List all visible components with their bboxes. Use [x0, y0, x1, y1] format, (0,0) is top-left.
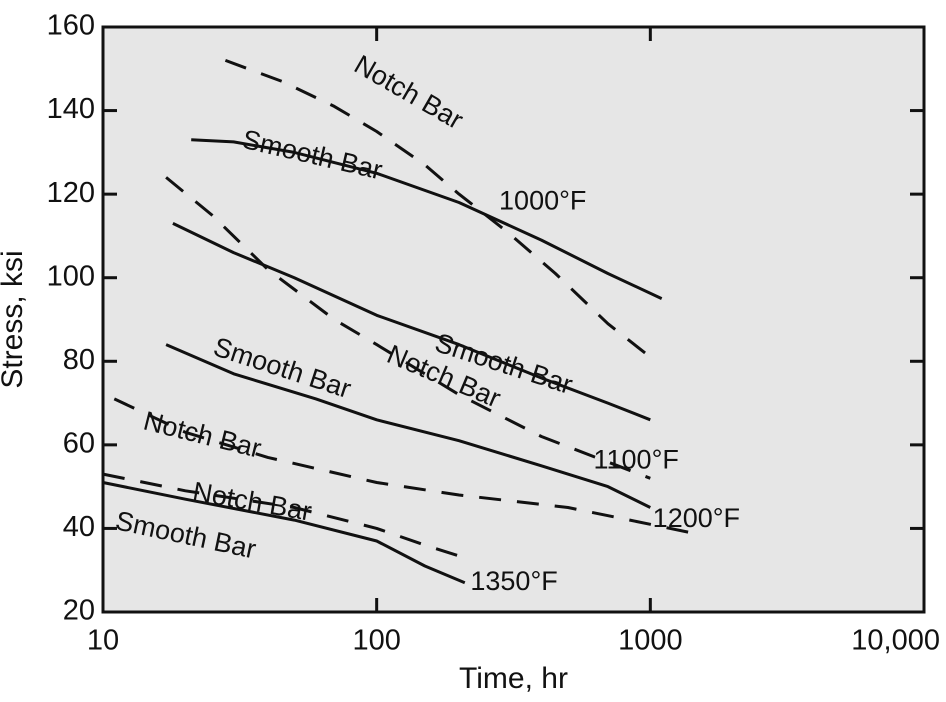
temperature-label: 1200°F — [653, 503, 740, 533]
y-tick-label: 160 — [47, 10, 95, 42]
tick-layer: 20 40 60 80 100 120 140 160 10 100 1000 10,000 — [47, 10, 940, 657]
y-tick-label: 40 — [63, 511, 95, 543]
plot-area — [103, 27, 924, 612]
x-tick-label: 10,000 — [851, 625, 940, 657]
y-tick-label: 60 — [63, 428, 95, 460]
y-tick-label: 80 — [63, 344, 95, 376]
series-line-1200-notch-barf — [113, 397, 691, 535]
series-line-1100-smooth-barf — [172, 222, 651, 422]
x-axis-title: Time, hr — [459, 662, 568, 695]
x-tick-label: 1000 — [618, 625, 683, 657]
y-tick-label: 120 — [47, 177, 95, 209]
temperature-label: 1100°F — [594, 445, 679, 475]
series-line-1350-notch-barf — [102, 472, 466, 560]
y-axis-title: Stress, ksi — [0, 250, 29, 388]
temperature-label: 1350°F — [470, 566, 557, 596]
x-tick-label: 10 — [87, 625, 119, 657]
series-line-1200-smooth-barf — [165, 343, 651, 509]
y-tick-label: 100 — [47, 260, 95, 292]
x-tick-label: 100 — [352, 625, 400, 657]
series-line-1350-smooth-barf — [102, 481, 466, 585]
series-line-1000-notch-barf — [224, 58, 652, 359]
series-line-1000-smooth-barf — [191, 138, 663, 300]
series-layer — [102, 58, 691, 585]
y-tick-label: 20 — [63, 595, 95, 627]
plot-frame — [101, 25, 926, 614]
y-tick-label: 140 — [47, 93, 95, 125]
series-line-1100-notch-barf — [165, 176, 651, 480]
temperature-label: 1000°F — [499, 186, 586, 216]
